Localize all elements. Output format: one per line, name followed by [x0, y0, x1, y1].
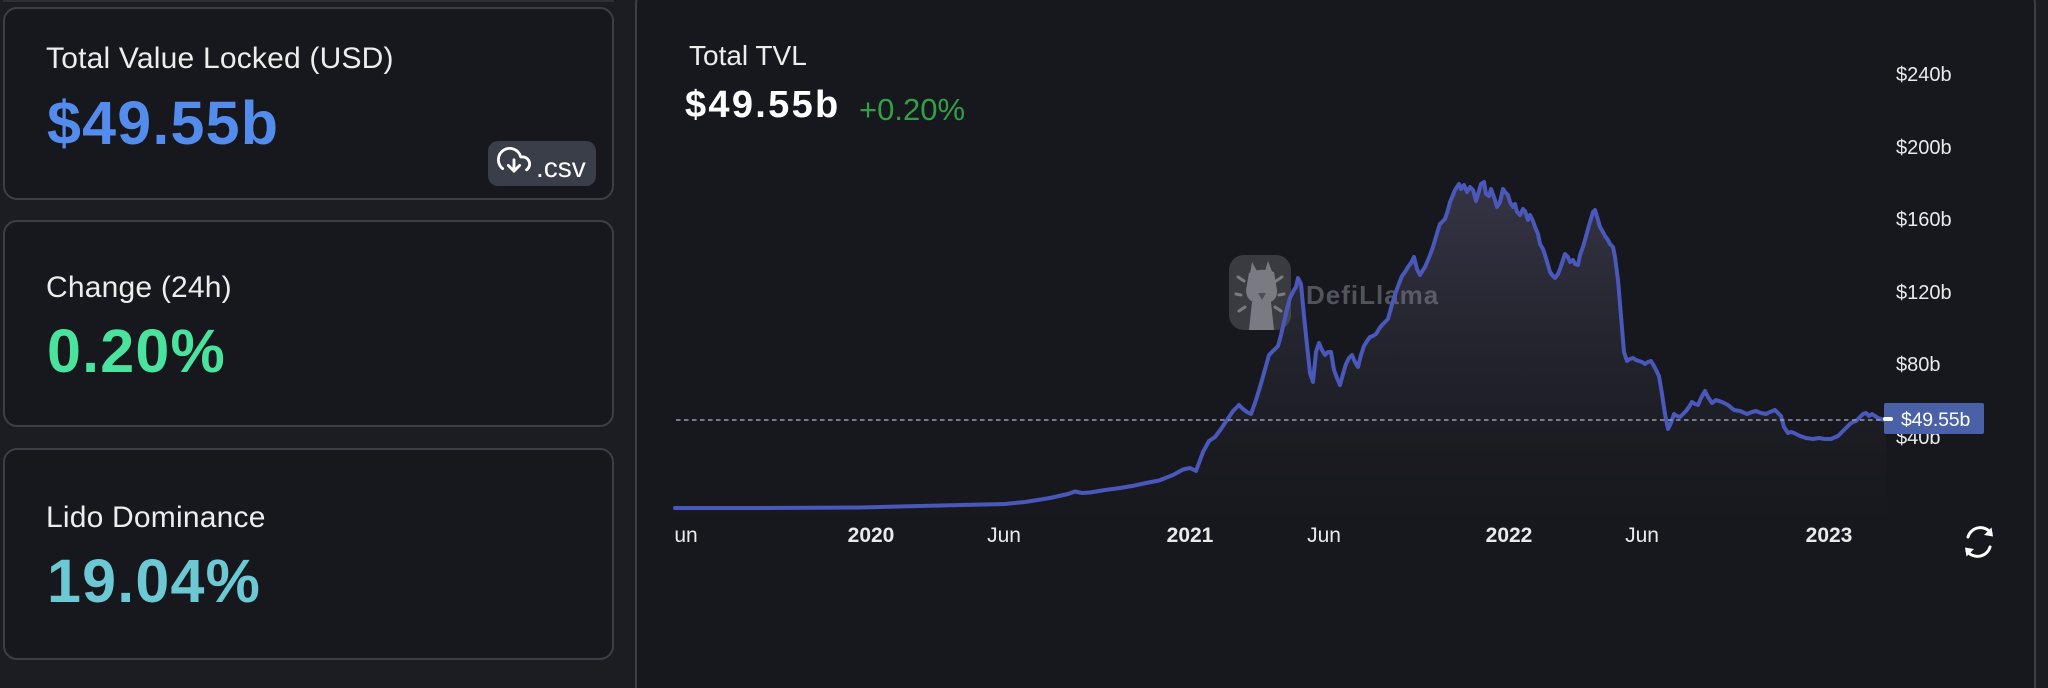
svg-text:$49.55b: $49.55b [1901, 409, 1970, 431]
